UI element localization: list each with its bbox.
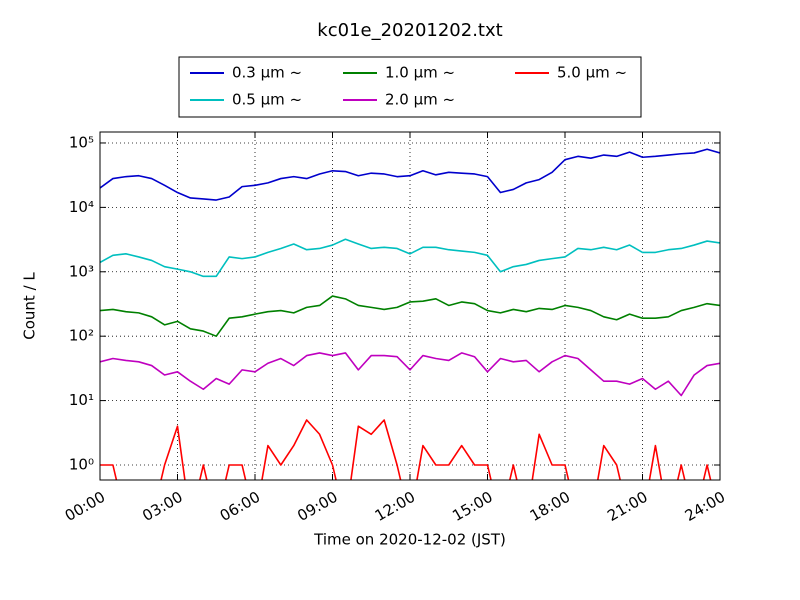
legend-label: 2.0 μm ~: [385, 91, 455, 109]
legend: 0.3 μm ~ 0.5 μm ~ 1.0 μm ~ 2.0 μm ~ 5.0 μm ~: [178, 56, 642, 118]
legend-label: 0.5 μm ~: [232, 91, 302, 109]
series-line: [100, 352, 720, 397]
x-tick-label: 21:00: [604, 488, 650, 525]
y-tick-label: 10⁴: [69, 198, 94, 216]
y-tick-label: 10²: [69, 327, 94, 345]
x-tick-label: 18:00: [527, 488, 573, 525]
x-axis-label: Time on 2020-12-02 (JST): [313, 531, 506, 549]
series-line: [100, 295, 720, 337]
x-tick-label: 09:00: [294, 488, 340, 525]
y-tick-label: 10⁰: [69, 456, 94, 474]
y-axis-label: Count / L: [21, 272, 39, 340]
x-tick-label: 15:00: [449, 488, 495, 525]
series-line: [100, 238, 720, 278]
grid: 10⁰ 10¹ 10² 10³ 10⁴ 10⁵ 00:00 03:00 06:00 09:00 12…: [62, 132, 728, 525]
legend-label: 5.0 μm ~: [557, 64, 627, 82]
legend-label: 0.3 μm ~: [232, 64, 302, 82]
plot-frame: [99, 131, 721, 481]
plot-lines: [100, 148, 720, 480]
x-tick-label: 24:00: [682, 488, 728, 525]
legend-box: [178, 56, 642, 118]
x-tick-label: 06:00: [217, 488, 263, 525]
series-line: [100, 148, 720, 201]
legend-label: 1.0 μm ~: [385, 64, 455, 82]
y-tick-label: 10⁵: [69, 133, 94, 151]
series-line: [100, 419, 712, 480]
x-tick-label: 00:00: [62, 488, 108, 525]
y-tick-label: 10¹: [69, 391, 94, 409]
chart-title: kc01e_20201202.txt: [317, 20, 502, 41]
y-tick-label: 10³: [69, 262, 94, 280]
x-tick-label: 12:00: [372, 488, 418, 525]
x-tick-label: 03:00: [139, 488, 185, 525]
